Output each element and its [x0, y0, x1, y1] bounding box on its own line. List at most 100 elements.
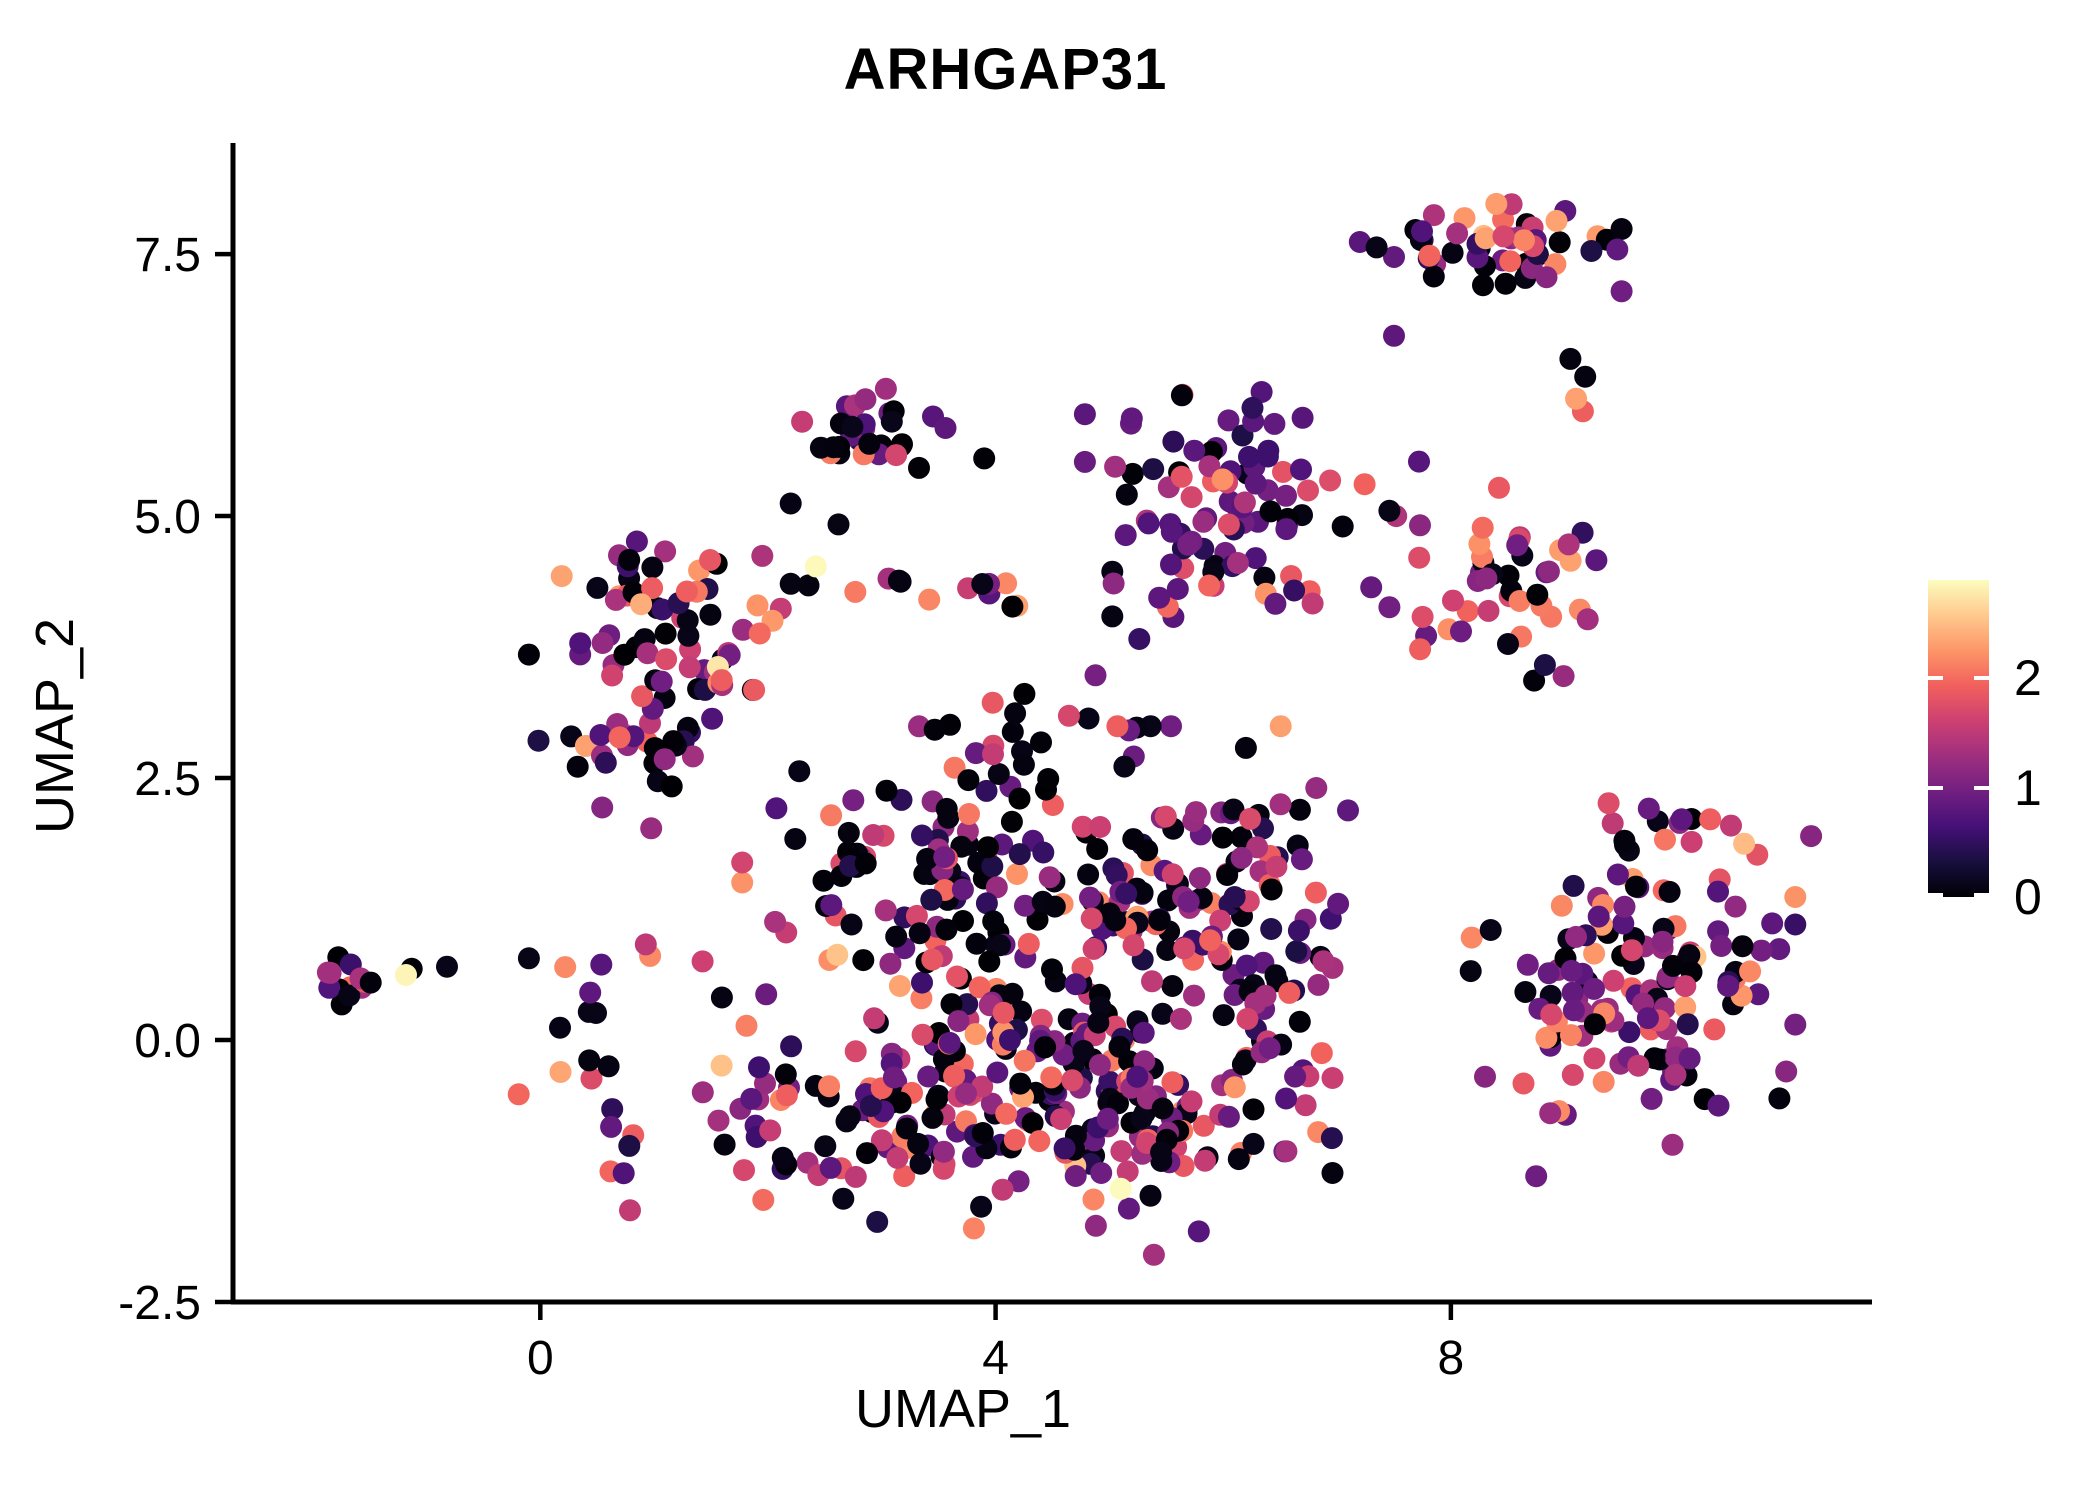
data-point: [1408, 546, 1431, 569]
data-point: [1037, 768, 1060, 790]
data-point: [1183, 984, 1205, 1007]
data-point: [977, 836, 999, 859]
data-point: [1073, 403, 1096, 426]
data-point: [1321, 1162, 1344, 1184]
data-point: [1137, 512, 1160, 535]
data-point: [1378, 596, 1401, 619]
data-point: [1319, 469, 1342, 492]
data-point: [1120, 407, 1143, 430]
colorbar-tick-label: 1: [2014, 759, 2042, 816]
data-point: [1592, 1070, 1615, 1093]
data-point: [866, 1210, 889, 1233]
data-point: [1526, 583, 1549, 606]
data-point: [859, 1095, 882, 1117]
data-point: [1422, 204, 1445, 227]
data-point: [981, 855, 1004, 878]
data-point: [975, 779, 998, 802]
data-point: [1260, 918, 1283, 940]
data-point: [1057, 704, 1080, 727]
colorbar-tick-mark: [1928, 785, 1943, 790]
data-point: [1583, 942, 1606, 965]
data-point: [1275, 1087, 1298, 1110]
data-point: [589, 724, 612, 746]
data-point: [1537, 962, 1560, 985]
data-point: [1053, 1137, 1076, 1160]
data-point: [971, 573, 994, 595]
data-point: [854, 388, 877, 411]
data-point: [732, 618, 754, 641]
data-point: [655, 648, 678, 671]
data-point: [600, 1115, 623, 1138]
data-point: [1378, 499, 1401, 522]
data-point: [710, 1054, 733, 1077]
data-point: [1244, 472, 1267, 495]
data-point: [1678, 944, 1701, 967]
data-point: [1497, 633, 1519, 655]
data-point: [701, 707, 724, 730]
data-point: [1061, 1069, 1084, 1092]
data-point: [1583, 1047, 1606, 1070]
data-point: [1288, 798, 1311, 821]
data-point: [923, 718, 946, 741]
data-point: [1072, 1039, 1095, 1062]
data-point: [1627, 1054, 1650, 1077]
data-point: [1583, 1013, 1606, 1036]
data-point: [905, 904, 928, 927]
data-point: [1446, 222, 1469, 245]
data-point: [1418, 244, 1441, 267]
data-point: [1162, 430, 1185, 453]
data-point: [1238, 445, 1260, 468]
data-point: [1703, 1018, 1726, 1041]
data-point: [1513, 229, 1535, 252]
data-point: [970, 1195, 993, 1218]
data-point: [1217, 1105, 1240, 1128]
data-point: [1004, 702, 1027, 725]
data-point: [1535, 266, 1558, 289]
data-point: [775, 1084, 798, 1107]
data-point: [1285, 940, 1308, 963]
data-point: [1800, 825, 1823, 848]
data-point: [1217, 513, 1240, 536]
data-point: [1710, 935, 1733, 957]
data-point: [678, 656, 701, 679]
data-point: [630, 593, 653, 616]
data-point: [710, 669, 733, 692]
data-point: [1107, 1092, 1129, 1115]
data-point: [640, 817, 663, 840]
data-point: [1670, 808, 1693, 831]
chart-title: ARHGAP31: [843, 37, 1168, 102]
data-point: [1260, 878, 1283, 901]
data-point: [1562, 999, 1585, 1022]
data-point: [395, 964, 417, 986]
data-point: [837, 821, 860, 844]
data-point: [1013, 682, 1036, 705]
data-point: [870, 1129, 893, 1152]
data-point: [1636, 1007, 1659, 1030]
data-point: [1077, 863, 1100, 886]
data-point: [862, 824, 885, 846]
data-point: [1499, 250, 1522, 273]
data-point: [1026, 908, 1049, 931]
data-point: [917, 1065, 940, 1088]
data-point: [566, 755, 589, 778]
data-point: [1244, 547, 1267, 570]
data-point: [1256, 445, 1279, 468]
data-point: [791, 410, 814, 433]
data-point: [676, 609, 699, 632]
data-point: [1658, 880, 1681, 903]
data-point: [1291, 406, 1314, 429]
data-point: [1775, 1060, 1798, 1083]
data-point: [921, 1106, 944, 1129]
data-point: [1620, 939, 1643, 962]
data-point: [1185, 801, 1207, 824]
data-point: [1117, 1197, 1140, 1220]
colorbar-tick-mark: [1974, 785, 1989, 790]
data-point: [586, 576, 609, 599]
data-point: [992, 1001, 1015, 1024]
data-point: [1154, 805, 1177, 828]
data-point: [1192, 510, 1215, 533]
data-point: [1130, 1107, 1153, 1130]
data-point: [550, 565, 573, 588]
tick-label: 7.5: [134, 229, 201, 282]
